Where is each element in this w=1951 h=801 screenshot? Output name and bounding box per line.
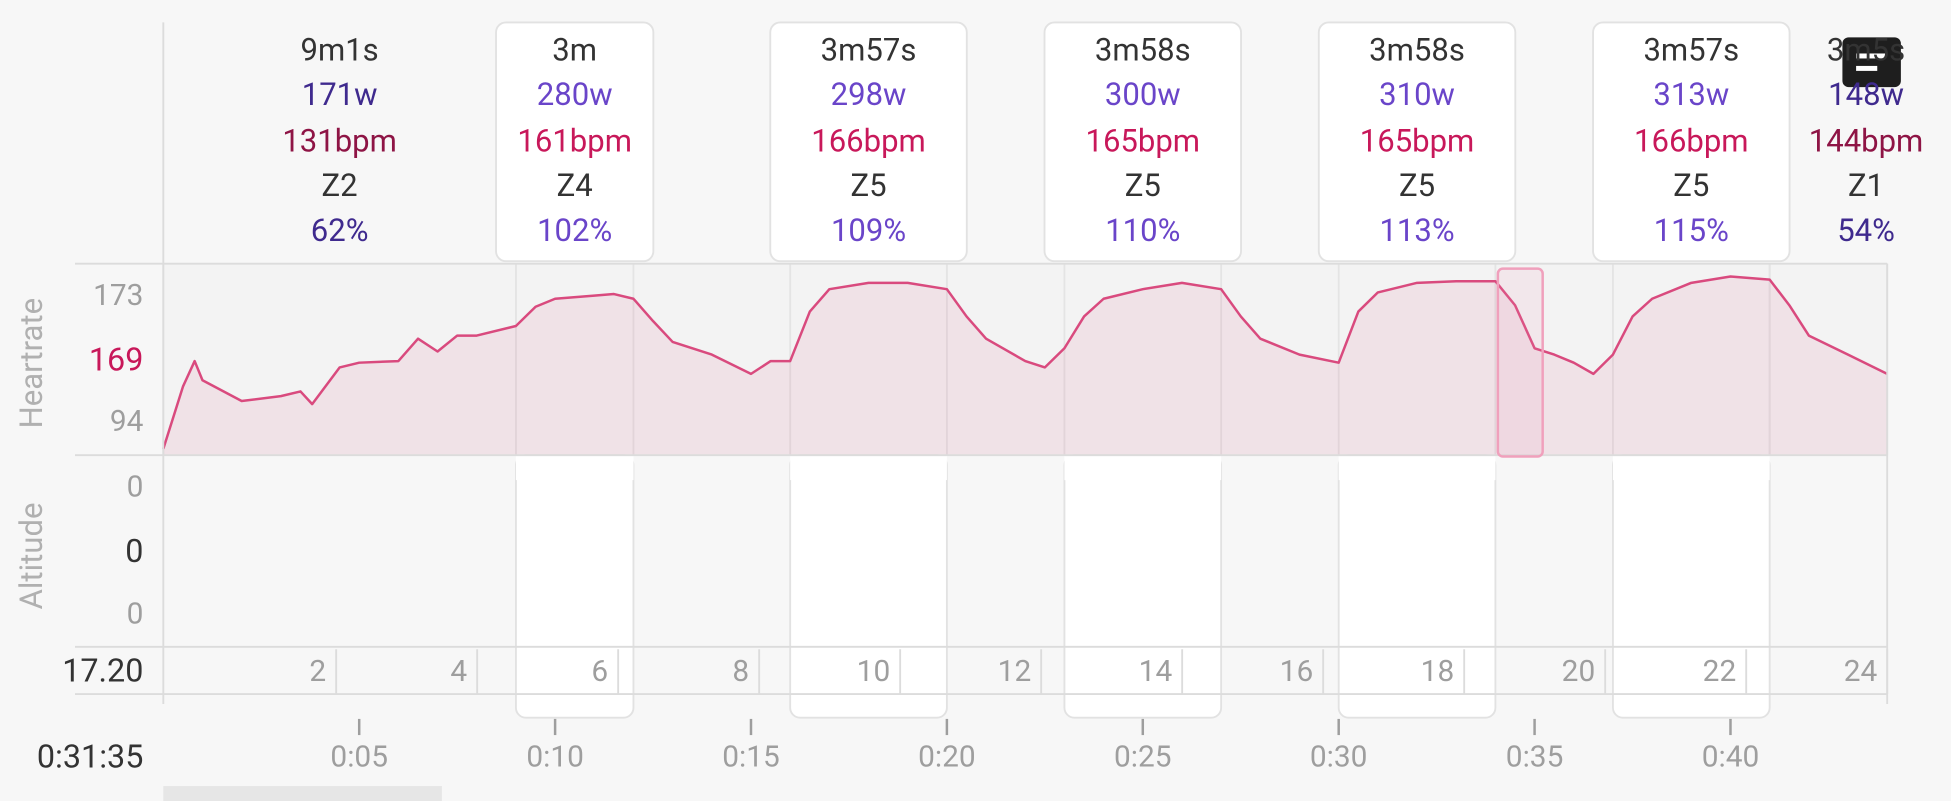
x-tick-label: 0:20: [918, 740, 976, 775]
cursor-heartrate: 169: [89, 340, 144, 378]
interval-percent: 62%: [311, 212, 369, 249]
interval-percent: 102%: [537, 212, 612, 249]
distance-tick-label: 20: [1562, 654, 1596, 689]
heartrate-plot: [162, 275, 1888, 456]
altitude-tick-label: 0: [127, 470, 144, 505]
interval-band: [514, 454, 635, 719]
interval-label: 3m58s 300w 165bpm Z5 110%: [1086, 31, 1201, 248]
distance-tick-label: 8: [732, 654, 749, 689]
interval-label: 3m58s 310w 165bpm Z5 113%: [1360, 31, 1475, 248]
heartrate-panel: [163, 263, 1888, 456]
interval-duration: 3m57s: [821, 31, 917, 68]
interval-heartrate: 166bpm: [1634, 122, 1749, 159]
interval-duration: 3m58s: [1369, 31, 1465, 68]
interval-power: 310w: [1379, 76, 1455, 113]
interval-label: 3m57s 313w 166bpm Z5 115%: [1634, 31, 1749, 248]
menu-button[interactable]: [1842, 37, 1901, 88]
labels: 9m1s 171w 131bpm Z2 62% 3m 280w 161bpm Z4 102% 3m5…: [93, 31, 1923, 774]
cursor-distance: 17.20: [62, 651, 143, 689]
y-tick-label: 94: [110, 404, 144, 439]
distance-tick-label: 6: [591, 654, 608, 689]
frame: [74, 22, 1901, 801]
interval-heartrate: 165bpm: [1360, 122, 1475, 159]
interval-box: [1317, 21, 1517, 263]
x-tick-label: 0:40: [1702, 740, 1760, 775]
interval-zone: Z2: [322, 167, 358, 204]
interval-zone: Z5: [1673, 167, 1709, 204]
x-tick-label: 0:10: [526, 740, 584, 775]
interval-duration: 3m57s: [1643, 31, 1739, 68]
distance-tick-label: 12: [998, 654, 1032, 689]
interval-power: 148w: [1828, 76, 1904, 113]
interval-power: 298w: [831, 76, 907, 113]
cursor-time: 0:31:35: [37, 737, 144, 775]
interval-box: [769, 21, 968, 263]
cursor-highlight: [1496, 267, 1544, 458]
interval-label: 3m57s 298w 166bpm Z5 109%: [811, 31, 926, 248]
icon-line: [1856, 65, 1878, 71]
interval-percent: 115%: [1654, 212, 1729, 249]
interval-box: [495, 21, 655, 263]
interval-band-top: [1338, 455, 1496, 481]
interval-duration: 3m58s: [1095, 31, 1191, 68]
interval-duration: 3m: [552, 31, 597, 68]
interval-percent: 54%: [1837, 212, 1895, 249]
interval-heartrate: 161bpm: [517, 122, 632, 159]
interval-power: 300w: [1105, 76, 1181, 113]
interval-bands: [162, 21, 1889, 719]
distance-tick-label: 4: [450, 654, 467, 689]
distance-tick-label: 14: [1139, 654, 1173, 689]
scrollbar[interactable]: [163, 786, 442, 801]
interval-zone: Z5: [1399, 167, 1435, 204]
distance-tick-label: 16: [1280, 654, 1314, 689]
y-tick-label: 173: [93, 278, 143, 313]
interval-duration: 3m5s: [1827, 31, 1905, 68]
interval-power: 280w: [537, 76, 613, 113]
interval-duration: 9m1s: [300, 31, 378, 68]
interval-percent: 113%: [1379, 212, 1454, 249]
distance-tick-label: 22: [1703, 654, 1737, 689]
interval-band-top: [790, 455, 947, 481]
interval-box: [1043, 21, 1242, 263]
x-tick-label: 0:15: [722, 740, 780, 775]
interval-band: [1337, 454, 1497, 719]
interval-zone: Z4: [557, 167, 593, 204]
interval-heartrate: 131bpm: [282, 122, 397, 159]
interval-percent: 109%: [831, 212, 906, 249]
interval-label: 3m5s 148w 144bpm Z1 54%: [1809, 31, 1924, 248]
interval-zone: Z1: [1848, 167, 1884, 204]
interval-zone: Z5: [1125, 167, 1161, 204]
interval-percent: 110%: [1105, 212, 1180, 249]
cursor-altitude: 0: [125, 532, 143, 570]
interval-label: 3m 280w 161bpm Z4 102%: [517, 31, 632, 248]
icon-line: [1856, 53, 1886, 59]
x-tick-label: 0:35: [1506, 740, 1564, 775]
interval-label: 9m1s 171w 131bpm Z2 62%: [282, 31, 397, 248]
x-tick-label: 0:25: [1114, 740, 1172, 775]
button-bg[interactable]: [1842, 37, 1901, 88]
distance-tick-label: 18: [1421, 654, 1455, 689]
interval-heartrate: 165bpm: [1086, 122, 1201, 159]
interval-heartrate: 144bpm: [1809, 122, 1924, 159]
interval-band-top: [1064, 455, 1222, 481]
altitude-tick-label: 0: [127, 597, 144, 632]
heartrate-line: [162, 275, 1888, 450]
distance-tick-label: 10: [857, 654, 891, 689]
y-axis-title: Heartrate: [13, 298, 50, 428]
interval-box: [1592, 21, 1791, 263]
interval-band-top: [1612, 455, 1770, 481]
interval-zone: Z5: [850, 167, 886, 204]
x-tick-label: 0:05: [330, 740, 388, 775]
heartrate-area: [163, 276, 1888, 456]
interval-heartrate: 166bpm: [811, 122, 926, 159]
interval-band-top: [515, 455, 634, 481]
x-tick-label: 0:30: [1310, 740, 1368, 775]
altitude-axis-title: Altitude: [13, 503, 50, 610]
interval-power: 313w: [1653, 76, 1729, 113]
distance-tick-label: 2: [309, 654, 326, 689]
interval-power: 171w: [302, 76, 378, 113]
distance-tick-label: 24: [1844, 654, 1878, 689]
